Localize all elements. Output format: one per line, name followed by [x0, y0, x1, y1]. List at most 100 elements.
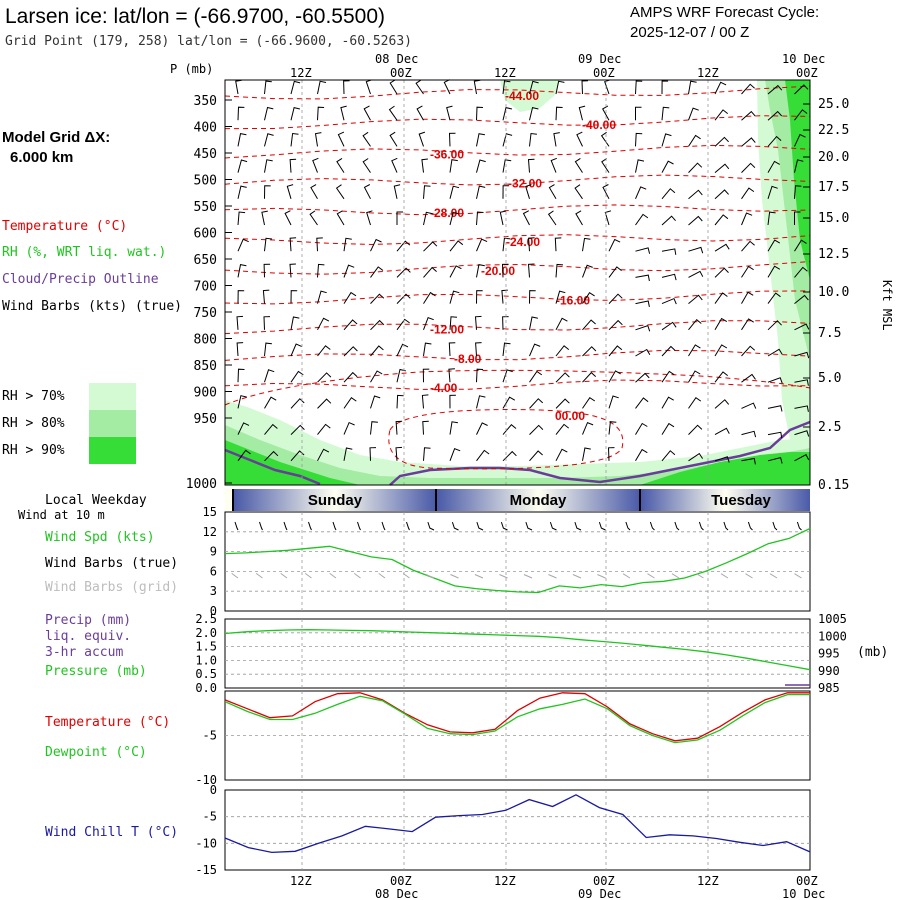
wind-barb — [476, 159, 486, 173]
wind-barb — [336, 210, 345, 226]
wind-barb — [264, 396, 277, 409]
wind-barb — [714, 214, 729, 226]
wind-barb — [688, 80, 697, 95]
weekday-band-edge — [225, 489, 235, 511]
wind-barb — [237, 238, 249, 252]
wind-barb — [688, 246, 704, 254]
wind-barb — [529, 424, 544, 435]
top-date-label: 08 Dec — [375, 52, 418, 66]
wind-barb — [794, 185, 802, 199]
model-grid-value: 6.000 km — [10, 149, 73, 166]
surface-wind-barb-true — [234, 521, 239, 531]
wind-barb — [312, 157, 319, 173]
wind-barb — [767, 292, 781, 304]
wind-barb — [502, 185, 510, 199]
isotherm-line — [224, 349, 811, 361]
wind-barb — [635, 324, 651, 332]
y-tick-label: -5 — [203, 810, 217, 824]
legend-rh70-swatch — [89, 383, 136, 410]
wind-barb — [476, 185, 486, 199]
surface-wind-barb-grid — [696, 573, 704, 579]
surface-wind-barb-grid — [769, 573, 778, 579]
wind-barb — [582, 264, 593, 278]
precip-legend-line3: 3-hr accum — [45, 645, 123, 660]
weekday-monday: Monday — [510, 492, 567, 509]
pressure-unit-label: (mb) — [857, 645, 888, 660]
wind-barb — [415, 79, 424, 95]
wind-barb — [794, 159, 804, 173]
surface-wind-barb-true — [549, 521, 557, 531]
y-tick-label: 0.5 — [195, 667, 217, 681]
surface-wind-barb-grid — [378, 572, 386, 579]
pressure-tick-label: 800 — [194, 333, 217, 348]
surface-wind-barb-grid — [231, 572, 239, 579]
legend-rh90-swatch — [89, 437, 136, 464]
wind-barb — [370, 421, 378, 435]
wind-barb — [264, 342, 272, 357]
wind-barb — [714, 189, 729, 200]
wind-barb — [289, 237, 297, 252]
surface-wind-barb-grid — [402, 572, 410, 579]
y-tick-label: -10 — [195, 773, 217, 787]
y-tick-label: 15 — [203, 505, 217, 519]
wind-barb — [548, 184, 557, 200]
wind-barb — [767, 211, 776, 226]
wind-barb — [767, 456, 783, 464]
wind-barb — [502, 369, 513, 383]
wind-barb — [714, 371, 729, 383]
wind-barb — [608, 319, 623, 331]
wind-barb — [529, 450, 543, 462]
bottom-hour-label: 00Z — [796, 874, 818, 888]
wind-barb — [389, 131, 398, 147]
wind-barb — [317, 423, 331, 435]
wind-barb — [237, 264, 247, 278]
wind-barb — [475, 342, 482, 357]
wind-barb — [794, 109, 808, 121]
series-line — [224, 693, 810, 744]
rh70-region — [500, 80, 560, 112]
pressure-axis: 350 400 450 500 550 600 650 700 750 800 850 900 950 1… — [186, 94, 232, 492]
wind-barb — [476, 211, 484, 226]
wind-barb — [396, 318, 410, 331]
legend-rh80-label: RH > 80% — [2, 416, 65, 431]
forecast-cycle-value: 2025-12-07 / 00 Z — [630, 24, 749, 41]
wind-barb — [547, 210, 557, 226]
rh90-region — [225, 440, 360, 485]
isotherm-line — [224, 85, 811, 100]
wind-barb — [608, 345, 623, 357]
isotherm-label: -8.00 — [454, 352, 482, 366]
wind-barb — [688, 344, 701, 357]
wind-barb — [423, 316, 434, 330]
wind-barb — [582, 237, 591, 252]
wind-barbs — [235, 79, 810, 465]
dewpoint-legend: Dewpoint (°C) — [45, 745, 147, 760]
wind-barb — [661, 297, 677, 305]
wind-barb — [317, 345, 331, 357]
bottom-date-label: 10 Dec — [782, 887, 825, 900]
surface-wind-barb-grid — [450, 574, 459, 579]
wind-barb — [608, 395, 619, 409]
y-tick-label: 2.5 — [195, 612, 217, 626]
surface-wind-barb-true — [381, 521, 386, 531]
wind-barb — [449, 185, 460, 199]
wind-barb — [767, 320, 782, 331]
wind-barb — [529, 132, 537, 147]
top-hour-label: 00Z — [796, 66, 818, 80]
wind-barb — [476, 106, 484, 121]
wind-barb — [317, 290, 327, 304]
wind-barb — [608, 238, 621, 252]
isotherm-line — [224, 379, 811, 390]
wind-barb — [550, 157, 557, 173]
wind-barb — [688, 215, 703, 226]
surface-wind-barb-grid — [353, 572, 361, 579]
wind-barb — [661, 345, 676, 357]
wind-barb — [476, 449, 490, 462]
wind-barb — [235, 79, 242, 95]
surface-wind-barb-grid — [523, 574, 533, 579]
surface-wind-barb-grid — [597, 574, 606, 579]
wind-barb — [661, 248, 677, 255]
wind-barb — [449, 448, 461, 461]
wind-barb — [362, 131, 371, 147]
wind-barb — [370, 345, 384, 357]
